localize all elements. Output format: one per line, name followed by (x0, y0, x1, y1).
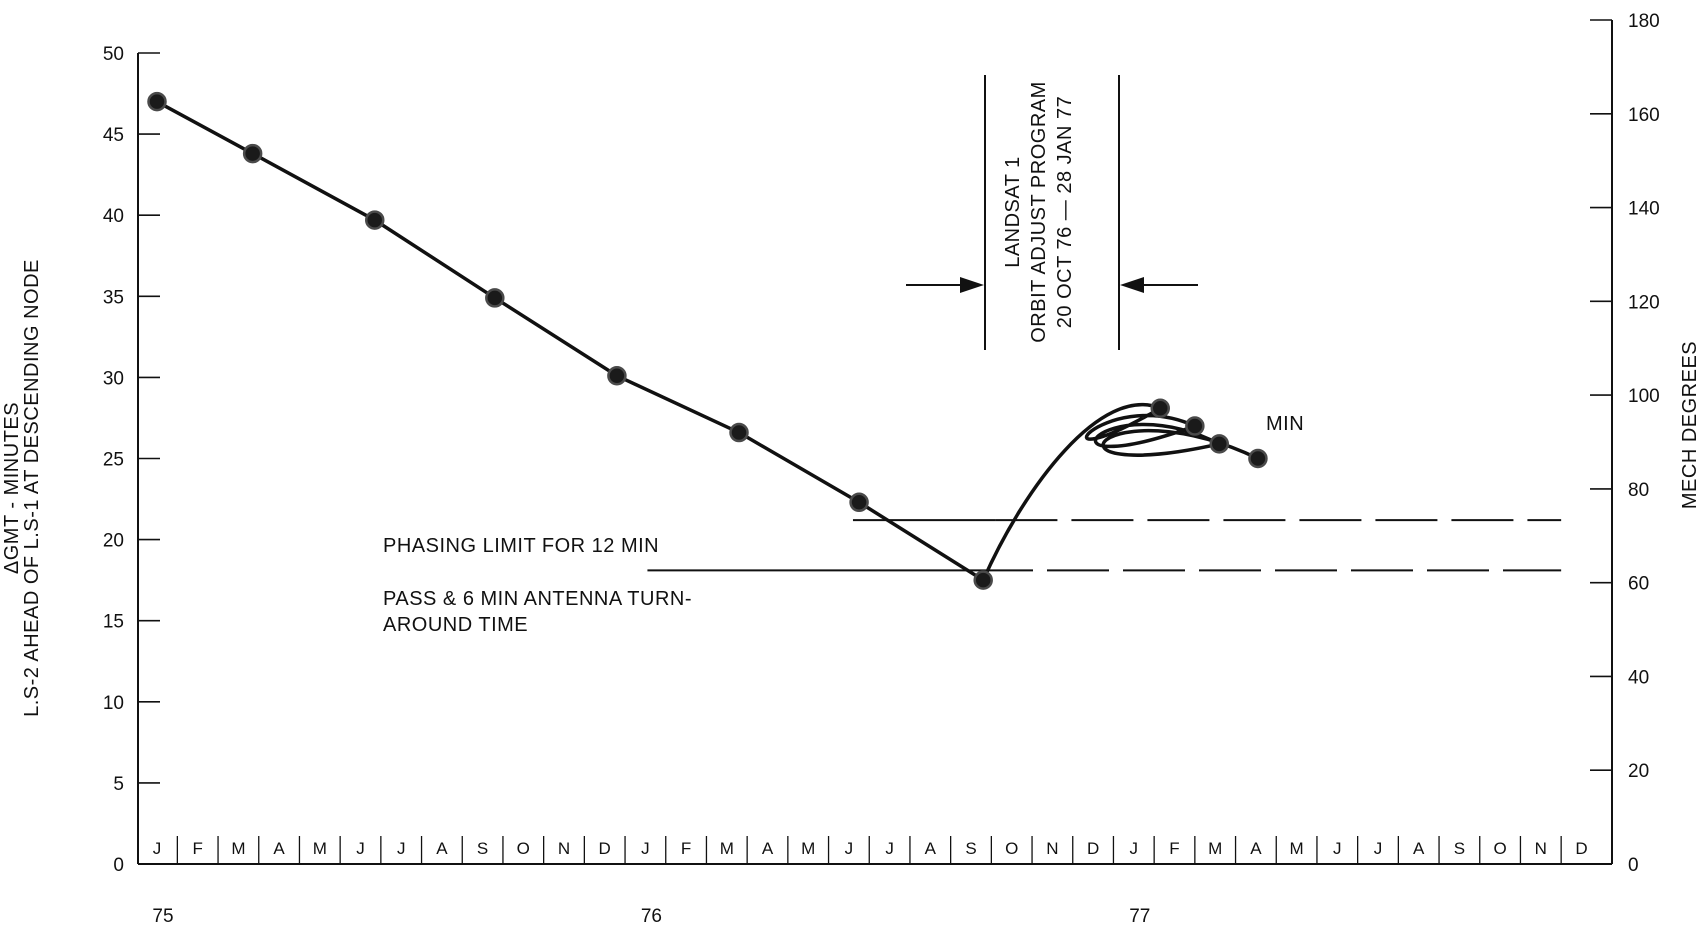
y2-tick-label: 20 (1628, 761, 1649, 782)
y-tick-label: 30 (103, 368, 124, 389)
month-label: F (1169, 839, 1179, 858)
program-text-group: LANDSAT 1 ORBIT ADJUST PROGRAM 20 OCT 76… (1002, 81, 1076, 343)
data-point (1248, 448, 1268, 469)
month-label: O (1005, 839, 1018, 858)
pass-label-line-1: PASS & 6 MIN ANTENNA TURN- (383, 588, 692, 610)
month-label: M (313, 839, 327, 858)
axes-layer: 0 5 10 15 20 25 30 35 40 45 50 0 20 40 60 80 100 120 140 16… (103, 11, 1660, 927)
month-label: M (801, 839, 815, 858)
y2-tick-label: 0 (1628, 855, 1639, 876)
series-line (155, 99, 1260, 582)
end-arrow-head (1120, 277, 1144, 293)
month-label: J (356, 839, 365, 858)
data-point (485, 288, 505, 308)
month-label: S (965, 839, 976, 858)
month-label: J (1130, 839, 1139, 858)
y2-tick-label: 100 (1628, 386, 1660, 407)
year-label: 77 (1129, 906, 1150, 927)
limit-lines-layer (647, 519, 1562, 572)
data-point (1150, 398, 1171, 418)
pass-label-line-2: AROUND TIME (383, 614, 528, 636)
series-layer (147, 91, 1268, 590)
data-point (973, 570, 993, 590)
y-tick-label: 20 (103, 531, 124, 552)
y-tick-label: 40 (103, 206, 124, 227)
month-label: N (558, 839, 570, 858)
month-label: D (599, 839, 611, 858)
data-point (364, 210, 385, 230)
y2-tick-label: 60 (1628, 574, 1649, 595)
month-label: J (885, 839, 894, 858)
month-label: J (397, 839, 406, 858)
phasing-limit-label: PHASING LIMIT FOR 12 MIN (383, 535, 659, 557)
month-label: J (641, 839, 650, 858)
month-label: D (1087, 839, 1099, 858)
data-point (1209, 434, 1230, 454)
program-text-line-1: LANDSAT 1 (1002, 156, 1024, 268)
month-label: A (925, 839, 937, 858)
month-label: S (1454, 839, 1465, 858)
y2-tick-label: 140 (1628, 199, 1660, 220)
y-tick-label: 5 (113, 774, 124, 795)
month-label: F (681, 839, 691, 858)
y-axis-title-line-2: ΔGMT - MINUTES (1, 402, 23, 574)
y-tick-label: 10 (103, 693, 124, 714)
y2-tick-label: 40 (1628, 667, 1649, 688)
month-label: O (517, 839, 530, 858)
start-arrow-head (960, 277, 984, 293)
month-label: A (273, 839, 285, 858)
month-label: J (1374, 839, 1383, 858)
month-label: M (720, 839, 734, 858)
y-tick-label: 0 (113, 855, 124, 876)
year-label: 75 (152, 906, 173, 927)
y2-tick-label: 80 (1628, 480, 1649, 501)
y2-tick-label: 160 (1628, 105, 1660, 126)
y2-tick-label: 120 (1628, 292, 1660, 313)
month-label: A (1413, 839, 1425, 858)
month-label: A (436, 839, 448, 858)
y2-axis-title: MECH DEGREES (1679, 341, 1701, 509)
data-point (849, 492, 869, 513)
month-label: M (1208, 839, 1222, 858)
month-label: M (231, 839, 245, 858)
month-label: S (477, 839, 488, 858)
month-label: A (1250, 839, 1262, 858)
y-tick-label: 45 (103, 125, 124, 146)
y-tick-label: 15 (103, 612, 124, 633)
month-label: O (1493, 839, 1506, 858)
y-axis-title-line-1: L.S-2 AHEAD OF L.S-1 AT DESCENDING NODE (21, 259, 43, 717)
data-point (729, 422, 749, 443)
data-point (147, 91, 167, 112)
data-point (242, 143, 263, 164)
month-label: M (1290, 839, 1304, 858)
orbit-adjust-program-annotation: LANDSAT 1 ORBIT ADJUST PROGRAM 20 OCT 76… (906, 75, 1198, 350)
year-label: 76 (641, 906, 662, 927)
month-label: J (1333, 839, 1342, 858)
month-label: D (1575, 839, 1587, 858)
month-label: A (762, 839, 774, 858)
min-label: MIN (1266, 413, 1304, 435)
y-tick-label: 50 (103, 44, 124, 65)
month-label: N (1535, 839, 1547, 858)
y2-tick-label: 180 (1628, 11, 1660, 32)
program-text-line-3: 20 OCT 76 — 28 JAN 77 (1054, 96, 1076, 328)
program-text-line-2: ORBIT ADJUST PROGRAM (1028, 81, 1050, 343)
data-point (607, 366, 627, 386)
data-point (1185, 416, 1205, 436)
month-label: F (193, 839, 203, 858)
y-tick-label: 25 (103, 450, 124, 471)
month-label: N (1046, 839, 1058, 858)
month-label: J (845, 839, 854, 858)
month-label: J (153, 839, 162, 858)
y-tick-label: 35 (103, 287, 124, 308)
y-axis-title: L.S-2 AHEAD OF L.S-1 AT DESCENDING NODE … (1, 259, 43, 717)
